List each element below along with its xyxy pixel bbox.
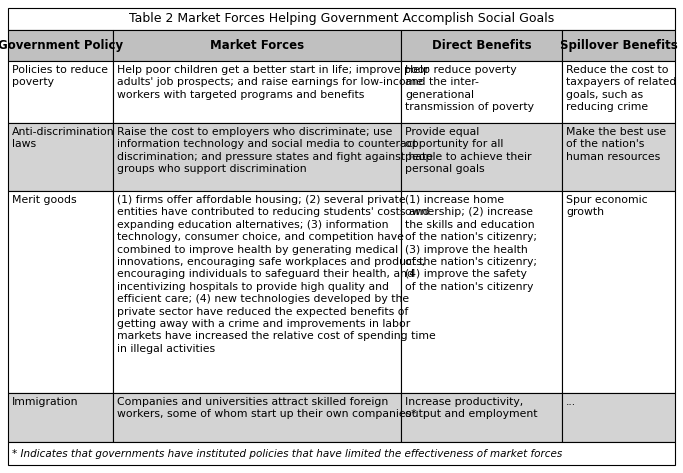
Text: Spur economic
growth: Spur economic growth [566, 195, 647, 218]
Bar [401, 393, 562, 442]
Bar [113, 191, 401, 393]
Text: Table 2 Market Forces Helping Government Accomplish Social Goals: Table 2 Market Forces Helping Government… [129, 12, 554, 26]
Bar [113, 123, 401, 191]
Text: Help poor children get a better start in life; improve poor
adults' job prospect: Help poor children get a better start in… [117, 65, 429, 100]
Bar [113, 393, 401, 442]
Text: Direct Benefits: Direct Benefits [432, 39, 531, 52]
Text: Immigration: Immigration [12, 397, 79, 407]
Bar [562, 191, 675, 393]
Text: Merit goods: Merit goods [12, 195, 76, 205]
Bar [113, 30, 401, 61]
Bar [562, 61, 675, 123]
Text: (1) increase home
ownership; (2) increase
the skills and education
of the nation: (1) increase home ownership; (2) increas… [405, 195, 537, 292]
Text: Anti-discrimination
laws: Anti-discrimination laws [12, 127, 115, 149]
Text: Reduce the cost to
taxpayers of related
goals, such as
reducing crime: Reduce the cost to taxpayers of related … [566, 65, 676, 112]
Bar [401, 123, 562, 191]
Text: ...: ... [566, 397, 576, 407]
Text: Market Forces: Market Forces [210, 39, 304, 52]
Bar [562, 30, 675, 61]
Bar [8, 8, 675, 30]
Bar [113, 61, 401, 123]
Text: Spillover Benefits: Spillover Benefits [559, 39, 678, 52]
Text: (1) firms offer affordable housing; (2) several private
entities have contribute: (1) firms offer affordable housing; (2) … [117, 195, 436, 354]
Bar [562, 393, 675, 442]
Bar [8, 191, 113, 393]
Text: Provide equal
opportunity for all
people to achieve their
personal goals: Provide equal opportunity for all people… [405, 127, 531, 174]
Text: * Indicates that governments have instituted policies that have limited the effe: * Indicates that governments have instit… [12, 448, 562, 458]
Bar [401, 61, 562, 123]
Bar [8, 393, 113, 442]
Bar [401, 30, 562, 61]
Text: Companies and universities attract skilled foreign
workers, some of whom start u: Companies and universities attract skill… [117, 397, 417, 420]
Text: Make the best use
of the nation's
human resources: Make the best use of the nation's human … [566, 127, 666, 162]
Bar [8, 30, 113, 61]
Bar [8, 61, 113, 123]
Text: Increase productivity,
output and employment: Increase productivity, output and employ… [405, 397, 538, 420]
Text: Policies to reduce
poverty: Policies to reduce poverty [12, 65, 108, 88]
Bar [8, 123, 113, 191]
Text: Raise the cost to employers who discriminate; use
information technology and soc: Raise the cost to employers who discrimi… [117, 127, 433, 174]
Text: Help reduce poverty
and the inter-
generational
transmission of poverty: Help reduce poverty and the inter- gener… [405, 65, 534, 112]
Text: Government Policy: Government Policy [0, 39, 123, 52]
Bar [8, 442, 675, 465]
Bar [401, 191, 562, 393]
Bar [562, 123, 675, 191]
